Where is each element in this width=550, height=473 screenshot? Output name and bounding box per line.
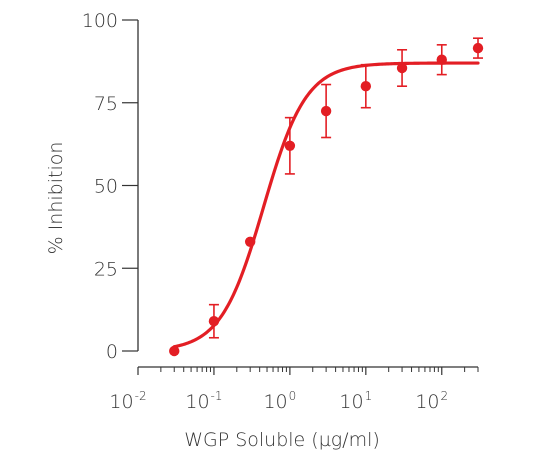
data-point (284, 140, 296, 151)
data-points (169, 42, 484, 357)
error-bars (208, 37, 483, 339)
data-point (436, 54, 447, 65)
y-tick-label: 0 (106, 341, 118, 363)
x-axis-title: WGP Soluble (µg/ml) (184, 429, 380, 451)
y-tick-label: 75 (94, 93, 118, 115)
fit-curve (172, 61, 480, 349)
data-point (472, 42, 484, 54)
y-axis: 0 25 50 75 100 (82, 10, 139, 363)
x-axis: 10-2 10-1 100 101 102 (109, 366, 479, 413)
x-tick-label: 102 (415, 389, 448, 413)
y-tick-label: 25 (94, 258, 118, 280)
y-tick-label: 100 (82, 10, 118, 32)
data-point (244, 236, 256, 247)
x-tick-label: 10-2 (109, 389, 146, 413)
x-tick-label: 10-1 (185, 389, 222, 413)
data-point (360, 81, 372, 92)
data-point (320, 105, 332, 117)
data-point (208, 316, 220, 327)
x-tick-label: 100 (263, 389, 296, 413)
y-tick-label: 50 (94, 176, 118, 198)
x-tick-label: 101 (339, 389, 372, 413)
y-axis-title: % Inhibition (45, 142, 67, 255)
data-point (169, 345, 180, 357)
data-point (396, 62, 408, 74)
fit-curve-layer (172, 61, 480, 349)
